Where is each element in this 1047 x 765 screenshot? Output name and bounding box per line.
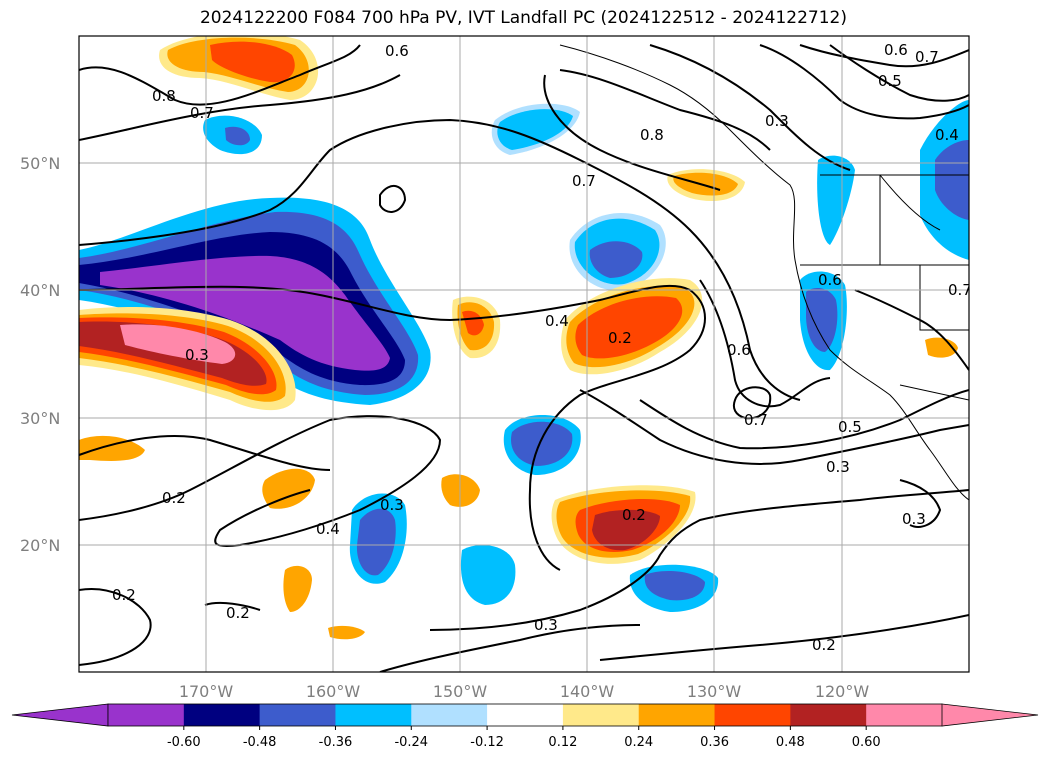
contour-label: 0.7	[744, 411, 768, 429]
colorbar-label: -0.24	[394, 735, 428, 750]
contour-label: 0.4	[545, 312, 569, 330]
colorbar-label: 0.12	[548, 735, 577, 750]
colorbar-segment	[335, 704, 412, 726]
lon-tick-label: 160°W	[306, 682, 361, 701]
contour-label: 0.8	[152, 87, 176, 105]
colorbar-label: -0.48	[243, 735, 277, 750]
lon-tick-label: 130°W	[687, 682, 742, 701]
colorbar-segment	[638, 704, 716, 726]
contour-label: 0.2	[812, 636, 836, 654]
contour-label: 0.6	[385, 42, 409, 60]
lon-tick-label: 170°W	[179, 682, 234, 701]
contour-label: 0.7	[190, 104, 214, 122]
lon-tick-label: 120°W	[815, 682, 870, 701]
contour-label: 0.6	[884, 41, 908, 59]
contour-label: 0.2	[112, 586, 136, 604]
contour-label: 0.3	[902, 510, 926, 528]
contour-label: 0.3	[185, 346, 209, 364]
colorbar-segment	[259, 704, 336, 726]
contour-label: 0.7	[948, 281, 972, 299]
lat-tick-label: 20°N	[20, 536, 60, 555]
contour-label: 0.5	[878, 72, 902, 90]
colorbar-segment	[108, 704, 185, 726]
colorbar-segment	[487, 704, 564, 726]
lat-tick-labels: 50°N 40°N 30°N 20°N	[20, 154, 60, 555]
colorbar-label: -0.12	[470, 735, 504, 750]
colorbar-segment	[562, 704, 640, 726]
lon-tick-label: 150°W	[433, 682, 488, 701]
contour-lines	[79, 44, 969, 672]
lon-tick-label: 140°W	[560, 682, 615, 701]
colorbar-segment	[183, 704, 261, 726]
contour-label: 0.3	[380, 496, 404, 514]
gridlines	[79, 36, 969, 672]
colorbar-label: -0.36	[319, 735, 353, 750]
contour-label: 0.2	[622, 506, 646, 524]
colorbar-segment	[714, 704, 791, 726]
colorbar-segment	[866, 704, 943, 726]
lon-tick-labels: 170°W 160°W 150°W 140°W 130°W 120°W	[179, 682, 870, 701]
lat-tick-label: 40°N	[20, 281, 60, 300]
map-title: 2024122200 F084 700 hPa PV, IVT Landfall…	[199, 8, 847, 28]
contour-label: 0.8	[640, 126, 664, 144]
contour-label: 0.2	[608, 329, 632, 347]
colorbar-label: 0.48	[776, 735, 805, 750]
colorbar-segment	[790, 704, 867, 726]
plot-frame	[78, 35, 970, 673]
colorbar-label: 0.24	[624, 735, 653, 750]
contour-label: 0.3	[765, 112, 789, 130]
contour-label: 0.2	[226, 604, 250, 622]
contour-label: 0.4	[935, 126, 959, 144]
colorbar: -0.60 -0.48 -0.36 -0.24 -0.12 0.12 0.24 0.36 0.4…	[11, 703, 1039, 750]
colorbar-segment	[411, 704, 488, 726]
contour-label-group: 0.8 0.7 0.6 0.7 0.8 0.7 0.5 0.3 0.4 0.6 …	[112, 41, 972, 654]
contour-label: 0.7	[572, 172, 596, 190]
colorbar-label: 0.60	[852, 735, 881, 750]
colorbar-under-triangle	[11, 703, 109, 727]
contour-label: 0.3	[826, 458, 850, 476]
colorbar-label: 0.36	[700, 735, 729, 750]
lat-tick-label: 50°N	[20, 154, 60, 173]
contour-label: 0.5	[838, 418, 862, 436]
contour-label: 0.3	[534, 616, 558, 634]
contour-label: 0.7	[915, 48, 939, 66]
contour-label: 0.2	[162, 489, 186, 507]
region-neg-4	[100, 255, 390, 371]
colorbar-over-triangle	[941, 703, 1039, 727]
coastlines	[559, 44, 969, 501]
lat-tick-label: 30°N	[20, 409, 60, 428]
colorbar-frame	[107, 703, 943, 727]
colorbar-label: -0.60	[167, 735, 201, 750]
shaded-regions	[79, 36, 969, 640]
contour-label: 0.6	[727, 341, 751, 359]
contour-label: 0.4	[316, 520, 340, 538]
contour-label: 0.6	[818, 271, 842, 289]
